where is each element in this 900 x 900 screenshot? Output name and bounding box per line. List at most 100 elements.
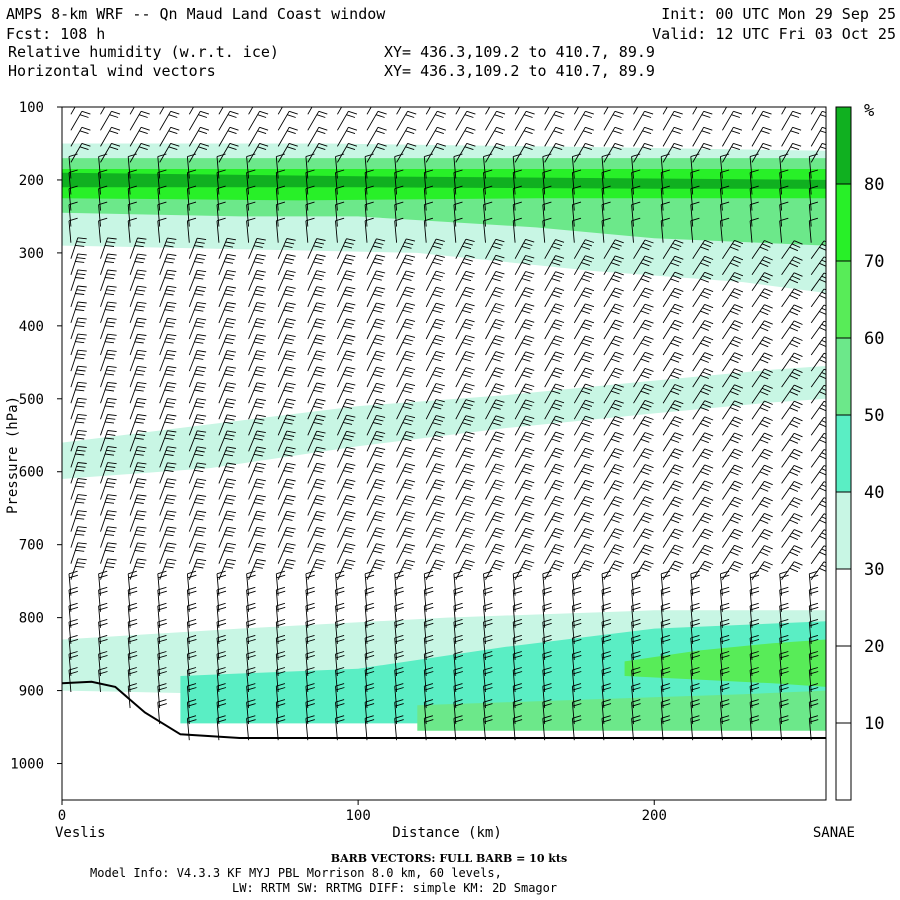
wind-barb	[722, 304, 744, 324]
wind-barb	[216, 683, 227, 709]
barb-column-2	[127, 107, 150, 709]
wind-barb	[336, 334, 356, 356]
wind-barb	[277, 510, 296, 532]
wind-barb	[100, 414, 117, 436]
wind-barb	[633, 512, 654, 532]
wind-barb	[68, 201, 78, 227]
wind-barb	[188, 382, 207, 404]
wind-barb	[662, 544, 684, 564]
wind-barb	[514, 303, 535, 324]
barb-column-4	[186, 107, 210, 741]
wind-barb	[453, 153, 463, 179]
wind-barb	[70, 253, 87, 275]
wind-barb	[275, 634, 286, 660]
wind-barb	[396, 350, 416, 372]
wind-barb	[631, 667, 641, 693]
wind-barb	[749, 586, 760, 612]
wind-barb	[248, 253, 266, 275]
barb-column-0	[68, 107, 91, 693]
wind-barb	[810, 416, 826, 436]
wind-barb	[573, 496, 595, 516]
barb-column-7	[275, 107, 298, 741]
wind-barb	[690, 602, 700, 628]
barb-column-13	[453, 107, 476, 741]
wind-barb	[544, 287, 565, 308]
wind-barb	[159, 107, 165, 115]
wind-barb	[749, 699, 760, 725]
wind-barb	[722, 107, 728, 115]
wind-barb	[662, 110, 683, 131]
wind-barb	[277, 559, 296, 580]
barb-column-19	[631, 107, 654, 741]
wind-barb	[218, 542, 236, 564]
x-tick-label: 200	[642, 808, 667, 824]
wind-barb	[394, 715, 404, 741]
wind-barb	[394, 201, 404, 227]
wind-barb	[100, 542, 117, 564]
wind-barb	[692, 544, 714, 564]
wind-barb	[692, 512, 714, 532]
wind-barb	[396, 447, 416, 468]
wind-barb	[544, 495, 565, 516]
wind-barb	[453, 586, 464, 612]
wind-barb	[514, 559, 535, 580]
wind-barb	[779, 570, 789, 596]
wind-barb	[248, 110, 269, 131]
wind-barb	[633, 416, 654, 436]
wind-barb	[749, 651, 760, 677]
wind-barb	[246, 634, 256, 660]
wind-barb	[808, 699, 819, 725]
wind-barb	[749, 570, 760, 596]
wind-barb	[336, 430, 356, 452]
colorbar-swatch-2	[836, 415, 851, 492]
wind-barb	[690, 169, 700, 195]
wind-barb	[157, 602, 167, 628]
wind-barb	[603, 239, 624, 259]
wind-barb	[455, 415, 475, 436]
wind-barb	[601, 667, 612, 693]
wind-barb	[485, 559, 505, 580]
wind-barb	[631, 715, 641, 741]
wind-barb	[305, 699, 315, 725]
wind-barb	[100, 526, 117, 548]
wind-barb	[781, 497, 803, 516]
wind-barb	[188, 126, 210, 147]
wind-barb	[396, 495, 416, 516]
wind-barb	[98, 618, 108, 644]
wind-barb	[277, 107, 283, 115]
wind-barb	[157, 201, 167, 227]
wind-barb	[70, 397, 87, 420]
wind-barb	[485, 286, 505, 308]
wind-barb	[425, 142, 446, 163]
wind-barb	[779, 153, 789, 179]
wind-barb	[425, 238, 445, 259]
wind-barb	[603, 464, 624, 484]
wind-barb	[514, 511, 535, 532]
wind-barb	[751, 368, 773, 388]
wind-barb-layer	[68, 107, 826, 741]
wind-barb	[305, 667, 315, 693]
wind-barb	[70, 110, 91, 131]
wind-barb	[186, 570, 197, 596]
wind-barb	[633, 239, 654, 259]
wind-barb	[544, 239, 565, 259]
wind-barb	[188, 398, 207, 420]
wind-barb	[779, 667, 789, 693]
wind-barb	[455, 318, 475, 340]
wind-barb	[127, 667, 138, 693]
wind-barb	[277, 446, 296, 468]
wind-barb	[781, 110, 802, 131]
wind-barb	[573, 239, 595, 259]
wind-barb	[633, 271, 654, 292]
wind-barb	[246, 667, 256, 693]
wind-barb	[246, 683, 256, 709]
wind-barb	[335, 683, 345, 709]
wind-barb	[394, 699, 404, 725]
wind-barb	[692, 496, 714, 516]
wind-barb	[307, 527, 326, 548]
wind-barb	[781, 368, 803, 388]
wind-barb	[186, 683, 197, 709]
barb-column-8	[305, 107, 328, 741]
wind-barb	[810, 513, 826, 532]
